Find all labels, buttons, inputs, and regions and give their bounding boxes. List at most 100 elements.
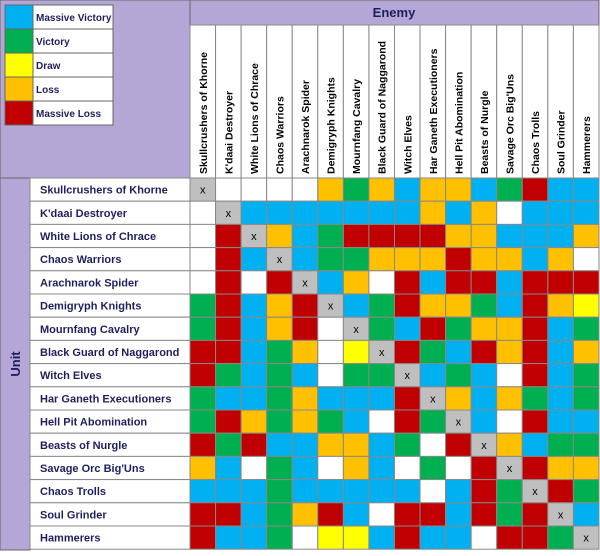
- result-cell: [317, 502, 344, 527]
- result-cell: [393, 200, 421, 225]
- column-label: Har Ganeth Executioners: [428, 48, 440, 174]
- column-header-cell: [521, 24, 549, 179]
- result-cell: [470, 177, 498, 202]
- result-cell: [547, 247, 574, 272]
- result-cell: [572, 363, 600, 388]
- result-cell: [572, 270, 600, 295]
- result-cell: [547, 386, 574, 411]
- result-cell: [496, 247, 523, 272]
- result-cell: [419, 363, 447, 388]
- result-cell: [291, 502, 319, 527]
- legend-label: Massive Victory: [36, 13, 112, 24]
- column-label: Savage Orc Big'Uns: [505, 74, 517, 174]
- result-cell: [215, 293, 242, 318]
- result-cell: [189, 339, 217, 365]
- result-cell: [419, 223, 447, 249]
- column-label: Chaos Trolls: [530, 111, 542, 174]
- result-cell: [317, 479, 344, 504]
- result-cell: [521, 455, 549, 481]
- result-cell: [419, 200, 447, 225]
- result-cell: [521, 247, 549, 272]
- result-cell: [445, 432, 472, 457]
- result-cell: [393, 502, 421, 527]
- result-cell: [266, 223, 293, 249]
- result-cell: [342, 409, 370, 434]
- result-cell: [547, 177, 574, 202]
- result-cell: [368, 200, 395, 225]
- result-cell: [215, 363, 242, 388]
- legend-label-box: [32, 52, 114, 78]
- result-cell: [419, 502, 447, 527]
- result-cell: [317, 432, 344, 457]
- result-cell: [266, 409, 293, 434]
- result-cell: [547, 339, 574, 365]
- result-cell: [291, 316, 319, 341]
- column-label: Black Guard of Naggarond: [377, 41, 389, 174]
- result-cell: [291, 339, 319, 365]
- result-cell: [342, 479, 370, 504]
- result-cell: [240, 200, 268, 225]
- result-cell: [240, 270, 268, 295]
- column-label: Demigryph Knights: [326, 77, 338, 174]
- result-cell: [445, 270, 472, 295]
- column-label: Hell Pit Abomination: [453, 72, 465, 174]
- result-cell: [368, 479, 395, 504]
- result-cell: [266, 339, 293, 365]
- result-cell: [240, 293, 268, 318]
- result-cell: [266, 386, 293, 411]
- result-cell: [368, 386, 395, 411]
- result-cell: [266, 479, 293, 504]
- result-cell: [342, 339, 370, 365]
- result-cell: [368, 293, 395, 318]
- result-cell: [189, 479, 217, 504]
- result-cell: [240, 316, 268, 341]
- result-cell: [317, 386, 344, 411]
- self-mark: x: [405, 370, 411, 382]
- result-cell: [496, 409, 523, 434]
- result-cell: [189, 432, 217, 457]
- result-cell: [368, 247, 395, 272]
- column-label: Beasts of Nurgle: [479, 90, 491, 174]
- legend-swatch: [4, 76, 34, 102]
- result-cell: [419, 316, 447, 341]
- result-cell: [291, 177, 319, 202]
- result-cell: [419, 270, 447, 295]
- column-header-cell: [342, 24, 370, 179]
- legend-label: Massive Loss: [36, 109, 101, 120]
- result-cell: [393, 316, 421, 341]
- result-cell: [547, 316, 574, 341]
- result-cell: [496, 270, 523, 295]
- result-cell: [521, 223, 549, 249]
- result-cell: [342, 270, 370, 295]
- row-label: Soul Grinder: [40, 509, 107, 521]
- self-mark: x: [302, 277, 308, 289]
- result-cell: [521, 386, 549, 411]
- result-cell: [419, 525, 447, 550]
- self-mark: x: [532, 486, 538, 498]
- result-cell: [572, 316, 600, 341]
- result-cell: [266, 502, 293, 527]
- row-label: Skullcrushers of Khorne: [40, 185, 168, 197]
- result-cell: [470, 479, 498, 504]
- result-cell: [291, 247, 319, 272]
- result-cell: [266, 525, 293, 550]
- result-cell: [470, 455, 498, 481]
- result-cell: [368, 363, 395, 388]
- result-cell: [393, 339, 421, 365]
- result-cell: [572, 386, 600, 411]
- result-cell: [419, 247, 447, 272]
- result-cell: [572, 432, 600, 457]
- result-cell: [189, 316, 217, 341]
- unit-title: Unit: [8, 351, 23, 377]
- result-cell: [470, 200, 498, 225]
- self-mark: x: [430, 393, 436, 405]
- result-cell: [521, 502, 549, 527]
- result-cell: [291, 409, 319, 434]
- result-cell: [215, 479, 242, 504]
- row-label: Chaos Warriors: [40, 254, 122, 266]
- result-cell: [521, 177, 549, 202]
- result-cell: [445, 177, 472, 202]
- result-cell: [342, 247, 370, 272]
- result-cell: [368, 432, 395, 457]
- result-cell: [547, 432, 574, 457]
